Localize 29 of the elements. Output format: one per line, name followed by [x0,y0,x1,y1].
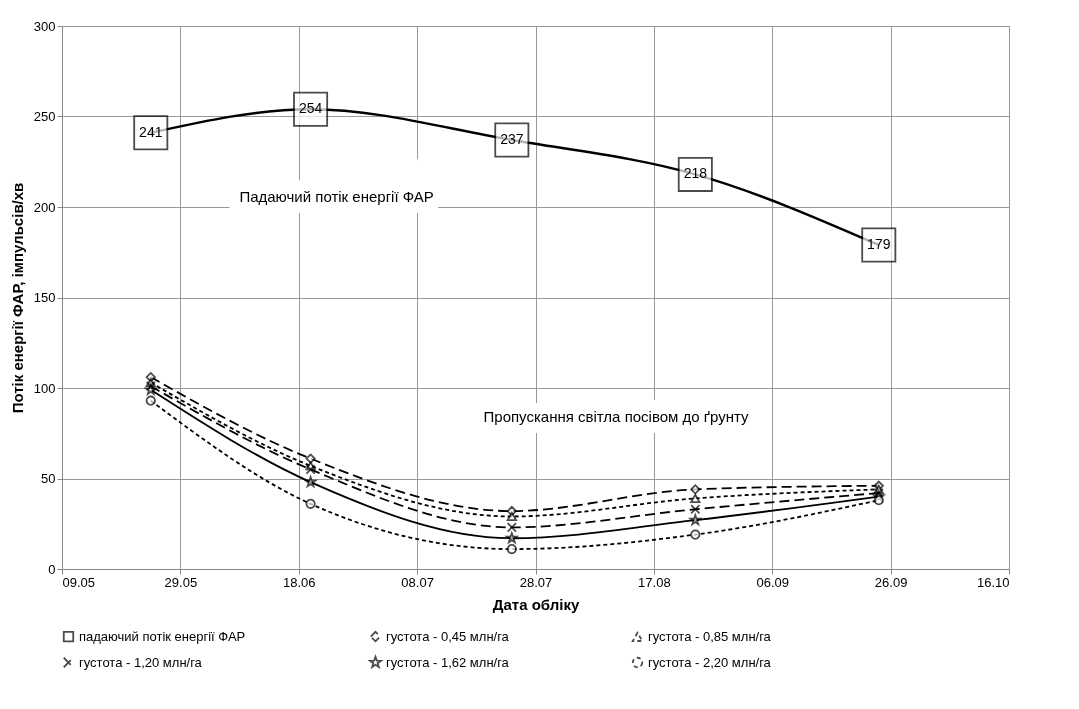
legend-label: густота - 1,62 млн/га [386,654,510,670]
legend-label: падаючий потік енергії ФАР [79,628,246,644]
y-tick-label: 100 [33,380,56,396]
x-tick-label: 29.05 [164,574,198,590]
data-label: 179 [867,236,891,253]
y-tick-label: 200 [33,199,56,215]
x-tick-label: 09.05 [62,574,96,590]
y-tick-label: 300 [33,18,56,34]
x-tick-label: 08.07 [401,574,434,590]
data-label: 254 [298,100,323,117]
y-tick-label: 150 [33,290,56,305]
y-tick-label: 250 [33,109,56,124]
x-tick-label: 28.07 [519,574,553,590]
x-tick-label: 06.09 [756,574,790,590]
legend-label: густота - 2,20 млн/га [648,654,772,670]
x-tick-label: 18.06 [282,574,316,590]
x-tick-label: 26.09 [874,574,908,590]
data-label: 237 [500,131,524,148]
legend-label: густота - 0,85 млн/га [648,628,772,644]
x-tick-label: 16.10 [976,574,1010,590]
x-tick-label: 17.08 [638,574,671,590]
data-label: 241 [139,123,163,140]
data-label: 218 [683,165,708,182]
y-tick-label: 0 [48,561,56,577]
y-axis-title: Потік енергії ФАР, імпульсів/хв [8,182,26,414]
x-axis-title: Дата обліку [492,595,580,613]
legend-label: густота - 0,45 млн/га [386,628,510,644]
legend-label: густота - 1,20 млн/га [79,654,203,670]
y-tick-label: 50 [41,471,56,486]
